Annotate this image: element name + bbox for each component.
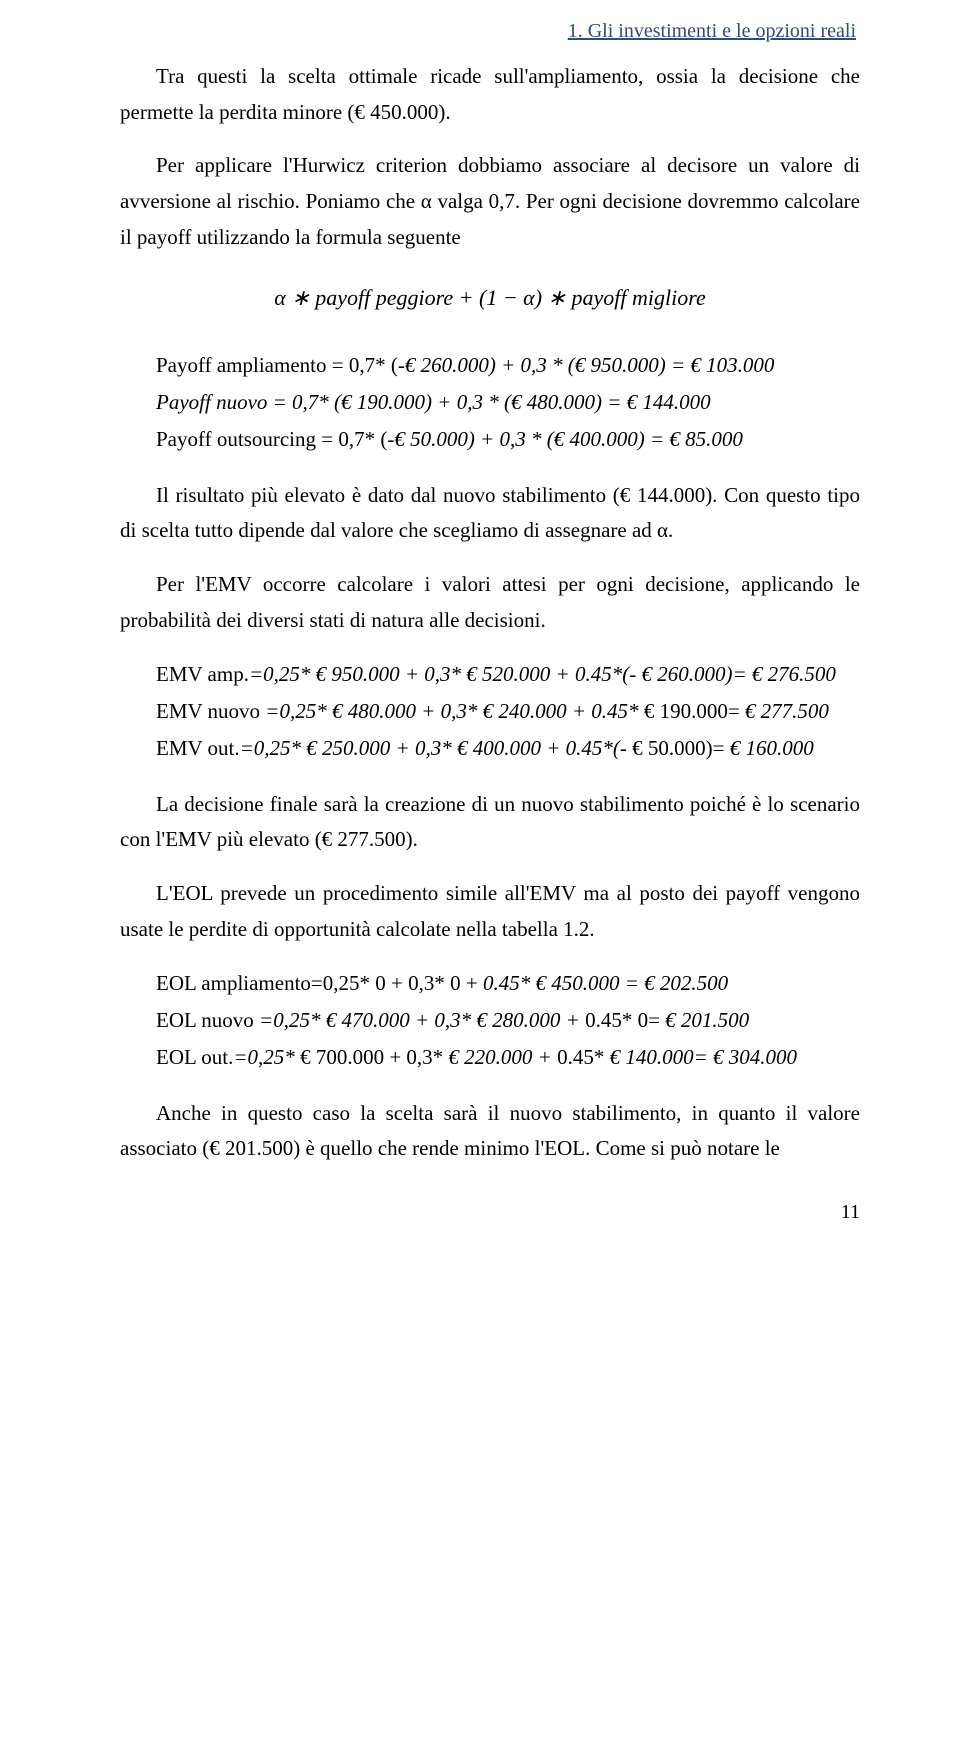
text-italic: € 201.500 [665,1008,749,1032]
section-header: 1. Gli investimenti e le opzioni reali [120,20,860,43]
text-italic: € 304.000 [713,1045,797,1069]
payoff-nuovo: Payoff nuovo = 0,7* (€ 190.000) + 0,3 * … [156,384,860,421]
text-italic: € 277.500 [745,699,829,723]
text-italic: =0,25* € 250.000 + 0,3* € 400.000 + 0.45… [240,736,633,760]
paragraph-1: Tra questi la scelta ottimale ricade sul… [120,59,860,130]
text: € 50.000)= [632,736,730,760]
text-italic: € 50.000) + 0,3 * (€ 400.000) = € 85.000 [394,427,743,451]
text: € 700.000 + 0,3* [300,1045,448,1069]
text: € 190.000= [644,699,745,723]
text-italic: =0,25* [233,1045,300,1069]
eol-calculations: EOL ampliamento=0,25* 0 + 0,3* 0 + 0.45*… [156,965,860,1075]
payoff-calculations: Payoff ampliamento = 0,7* (-€ 260.000) +… [156,347,860,457]
emv-calculations: EMV amp.=0,25* € 950.000 + 0,3* € 520.00… [156,656,860,766]
page-number: 11 [120,1201,860,1224]
paragraph-3: Il risultato più elevato è dato dal nuov… [120,478,860,549]
eol-ampliamento: EOL ampliamento=0,25* 0 + 0,3* 0 + 0.45*… [156,965,860,1002]
eol-nuovo: EOL nuovo =0,25* € 470.000 + 0,3* € 280.… [156,1002,860,1039]
text: 0.45* [557,1045,610,1069]
text-italic: 0.45* € 450.000 = € 202.500 [483,971,728,995]
text: EOL nuovo [156,1008,259,1032]
paragraph-6: L'EOL prevede un procedimento simile all… [120,876,860,947]
paragraph-4: Per l'EMV occorre calcolare i valori att… [120,567,860,638]
payoff-outsourcing: Payoff outsourcing = 0,7* (-€ 50.000) + … [156,421,860,458]
text: EMV amp. [156,662,249,686]
emv-amp: EMV amp.=0,25* € 950.000 + 0,3* € 520.00… [156,656,860,693]
payoff-ampliamento: Payoff ampliamento = 0,7* (-€ 260.000) +… [156,347,860,384]
hurwicz-formula: α ∗ payoff peggiore + (1 − α) ∗ payoff m… [120,285,860,311]
paragraph-7: Anche in questo caso la scelta sarà il n… [120,1096,860,1167]
emv-nuovo: EMV nuovo =0,25* € 480.000 + 0,3* € 240.… [156,693,860,730]
text-italic: € 140.000= [610,1045,713,1069]
paragraph-5: La decisione finale sarà la creazione di… [120,787,860,858]
text: EMV nuovo [156,699,265,723]
text-italic: =0,25* € 480.000 + 0,3* € 240.000 + 0.45… [265,699,644,723]
text: EMV out. [156,736,240,760]
text: Payoff outsourcing = 0,7* (- [156,427,394,451]
text: Payoff ampliamento = 0,7* (- [156,353,405,377]
text-italic: € 260.000) + 0,3 * (€ 950.000) = € 103.0… [405,353,775,377]
paragraph-2: Per applicare l'Hurwicz criterion dobbia… [120,148,860,255]
text: EOL out. [156,1045,233,1069]
text-italic: =0,25* € 950.000 + 0,3* € 520.000 + 0.45… [249,662,836,686]
text-italic: =0,25* € 470.000 + 0,3* € 280.000 + [259,1008,585,1032]
text-italic: € 220.000 + [448,1045,557,1069]
text: EOL ampliamento=0,25* 0 + 0,3* 0 + [156,971,483,995]
emv-out: EMV out.=0,25* € 250.000 + 0,3* € 400.00… [156,730,860,767]
text-italic: € 160.000 [730,736,814,760]
text: 0.45* 0= [585,1008,665,1032]
eol-out: EOL out.=0,25* € 700.000 + 0,3* € 220.00… [156,1039,860,1076]
